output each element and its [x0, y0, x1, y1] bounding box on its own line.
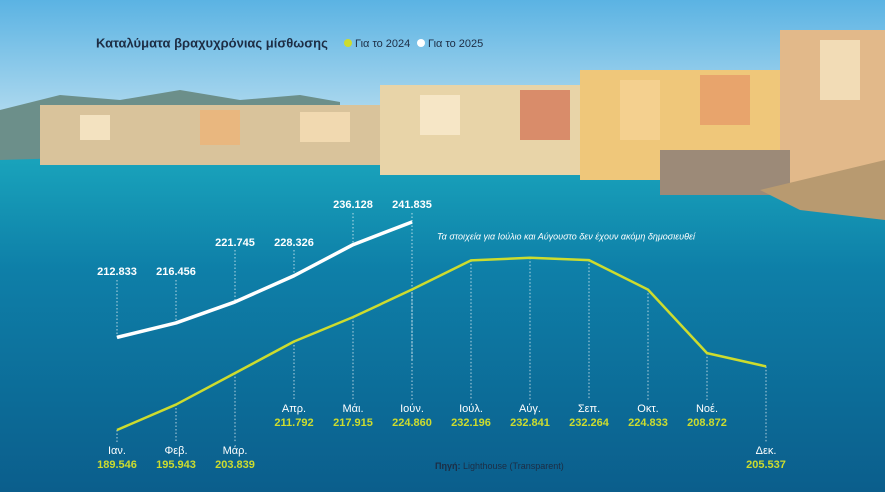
- data-label: 205.537: [746, 459, 786, 471]
- x-tick-label: Φεβ.: [164, 445, 187, 457]
- data-label: 189.546: [97, 459, 137, 471]
- x-tick-label: Αύγ.: [519, 403, 541, 415]
- data-label: 221.745: [215, 237, 255, 249]
- x-tick-label: Απρ.: [282, 403, 306, 415]
- data-label: 212.833: [97, 266, 137, 278]
- legend-label: Για το 2025: [428, 38, 483, 50]
- x-tick-label: Οκτ.: [637, 403, 658, 415]
- line-series: [116, 256, 767, 432]
- x-tick-label: Νοέ.: [696, 403, 718, 415]
- x-tick-label: Δεκ.: [756, 445, 777, 457]
- legend-swatch: [344, 39, 352, 47]
- data-label: 228.326: [274, 237, 314, 249]
- source-label: Πηγή:: [435, 461, 461, 471]
- data-label: 232.196: [451, 417, 491, 429]
- chart-title: Καταλύματα βραχυχρόνιας μίσθωσης: [96, 35, 328, 50]
- data-label: 217.915: [333, 417, 373, 429]
- x-tick-label: Μάρ.: [223, 445, 248, 457]
- legend-label: Για το 2024: [355, 38, 410, 50]
- data-label: 236.128: [333, 199, 373, 211]
- x-tick-label: Ιαν.: [108, 445, 126, 457]
- data-label: 232.841: [510, 417, 550, 429]
- x-tick-label: Ιούν.: [400, 403, 424, 415]
- data-label: 195.943: [156, 459, 196, 471]
- x-tick-label: Μάι.: [342, 403, 363, 415]
- data-label: 216.456: [156, 266, 196, 278]
- x-tick-label: Ιούλ.: [459, 403, 483, 415]
- legend-swatch: [417, 39, 425, 47]
- data-label: 224.860: [392, 417, 432, 429]
- data-label: 211.792: [274, 417, 313, 429]
- data-label: 224.833: [628, 417, 668, 429]
- data-label: 241.835: [392, 199, 432, 211]
- line-series: [116, 220, 413, 340]
- source-text: Lighthouse (Transparent): [463, 461, 564, 471]
- data-label: 208.872: [687, 417, 727, 429]
- data-label: 232.264: [569, 417, 610, 429]
- data-label: 203.839: [215, 459, 255, 471]
- source: Πηγή: Lighthouse (Transparent): [435, 461, 564, 471]
- annotation: Τα στοιχεία για Ιούλιο και Αύγουστο δεν …: [437, 231, 696, 241]
- legend: Για το 2024 Για το 2025: [344, 38, 483, 50]
- x-tick-label: Σεπ.: [578, 403, 600, 415]
